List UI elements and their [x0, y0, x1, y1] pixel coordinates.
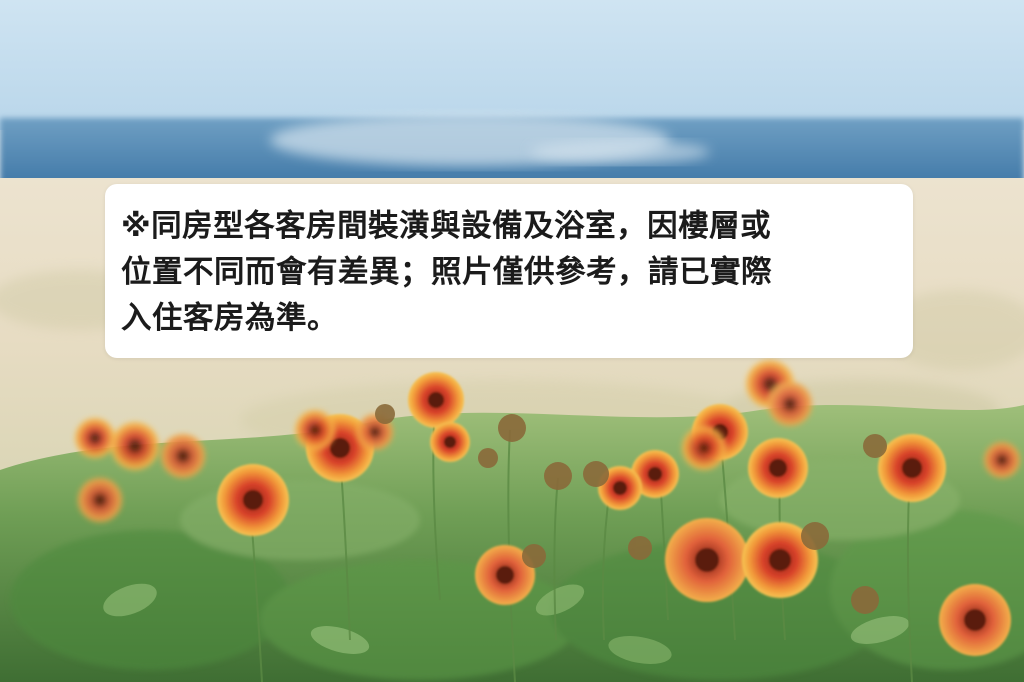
disclaimer-line-2: 位置不同而會有差異；照片僅供參考，請已實際 [121, 255, 772, 290]
disclaimer-line-1: ※同房型各客房間裝潢與設備及浴室，因樓層或 [121, 209, 772, 244]
disclaimer-line-3: 入住客房為準。 [121, 301, 338, 336]
flowers [75, 360, 1020, 656]
sky [0, 0, 1024, 130]
disclaimer-text: ※同房型各客房間裝潢與設備及浴室，因樓層或 位置不同而會有差異；照片僅供參考，請… [121, 204, 895, 342]
disclaimer-notice: ※同房型各客房間裝潢與設備及浴室，因樓層或 位置不同而會有差異；照片僅供參考，請… [105, 184, 913, 358]
